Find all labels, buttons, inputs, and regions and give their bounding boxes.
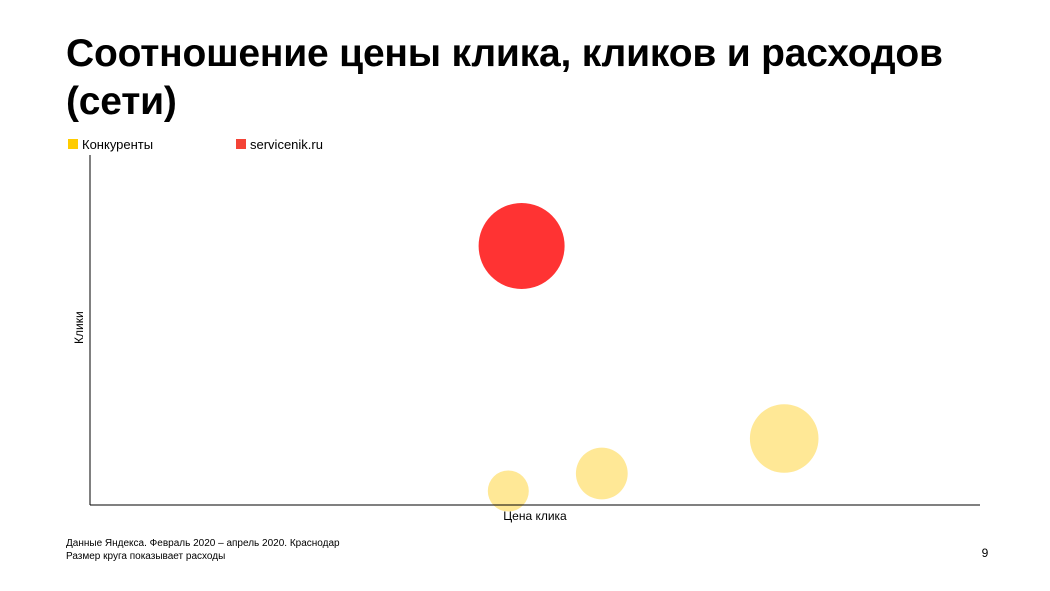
y-axis-label: Клики [72,311,86,345]
competitor-bubble-2 [575,447,628,500]
legend-label-competitors: Конкуренты [82,136,154,152]
footnote-source: Данные Яндекса. Февраль 2020 – апрель 20… [66,538,340,549]
servicenik-bubble-1 [478,203,565,289]
competitor-bubble-1 [487,470,529,512]
footnote: Данные Яндекса. Февраль 2020 – апрель 20… [66,537,340,563]
x-axis-label: Цена клика [503,509,567,523]
bubble-group [478,203,819,512]
slide-title: Соотношение цены клика, кликов и расходо… [66,32,943,123]
legend-label-servicenik: servicenik.ru [250,136,323,152]
legend-swatch-servicenik [236,139,246,149]
legend-item-competitors: Конкуренты [68,136,153,152]
footnote-size-note: Размер круга показывает расходы [66,551,226,562]
legend-swatch-competitors [68,139,78,149]
competitor-bubble-3 [749,404,819,473]
page-number: 9 [981,546,989,560]
legend-item-servicenik: servicenik.ru [236,136,323,152]
